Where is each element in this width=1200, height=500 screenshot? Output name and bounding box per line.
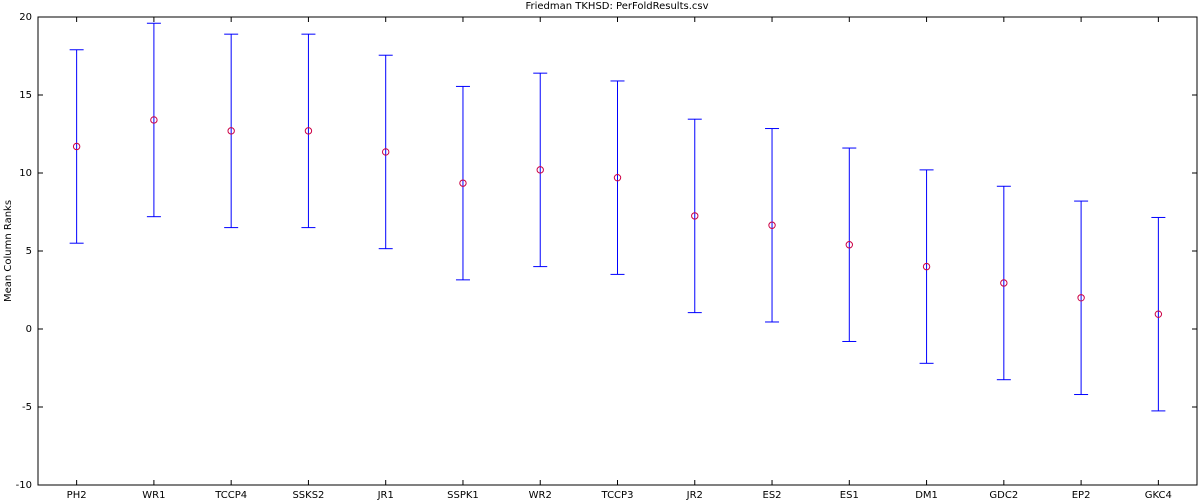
x-tick-label: SSKS2 xyxy=(292,490,324,500)
x-tick-label: ES2 xyxy=(763,490,782,500)
mean-marker xyxy=(536,166,544,174)
mean-marker xyxy=(459,179,467,187)
x-tick-label: GDC2 xyxy=(989,490,1018,500)
x-tick-label: PH2 xyxy=(67,490,87,500)
mean-marker xyxy=(768,221,776,229)
mean-marker xyxy=(1077,294,1085,302)
y-tick-label: 15 xyxy=(19,90,32,101)
y-tick-label: 5 xyxy=(26,246,32,257)
mean-marker xyxy=(613,173,622,182)
x-tick-label: GKC4 xyxy=(1145,490,1172,500)
mean-marker xyxy=(1000,279,1008,287)
y-tick-label: -5 xyxy=(22,402,32,413)
x-tick-label: WR2 xyxy=(529,490,552,500)
chart-title: Friedman TKHSD: PerFoldResults.csv xyxy=(525,1,708,12)
x-tick-label: DM1 xyxy=(915,490,938,500)
x-tick-label: TCCP4 xyxy=(214,490,247,500)
mean-marker xyxy=(1154,310,1163,318)
x-tick-label: EP2 xyxy=(1072,490,1091,500)
x-tick-label: JR2 xyxy=(686,490,703,500)
x-tick-label: JR1 xyxy=(377,490,394,500)
x-tick-label: SSPK1 xyxy=(447,490,479,500)
mean-marker xyxy=(304,127,313,135)
mean-marker xyxy=(922,262,931,271)
mean-marker xyxy=(691,212,699,220)
y-tick-label: -10 xyxy=(16,480,32,491)
y-tick-label: 0 xyxy=(26,324,32,335)
mean-marker xyxy=(227,127,235,135)
y-axis-label: Mean Column Ranks xyxy=(3,200,14,302)
mean-marker xyxy=(382,148,390,156)
x-tick-label: TCCP3 xyxy=(601,490,634,500)
x-tick-label: WR1 xyxy=(142,490,165,500)
mean-marker xyxy=(72,142,81,151)
y-tick-label: 10 xyxy=(19,168,32,179)
x-tick-label: ES1 xyxy=(840,490,859,500)
mean-marker xyxy=(845,241,853,249)
y-tick-label: 20 xyxy=(19,12,32,23)
mean-marker xyxy=(150,116,158,124)
